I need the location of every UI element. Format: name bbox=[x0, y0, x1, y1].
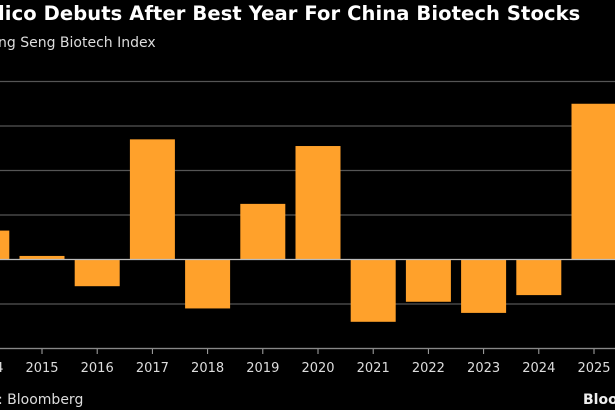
bar-2017 bbox=[129, 139, 175, 260]
bar-2024 bbox=[516, 259, 562, 296]
x-tick-label: 2014 bbox=[0, 361, 3, 376]
bar-2020 bbox=[295, 146, 341, 260]
x-tick-label: 2017 bbox=[136, 361, 169, 376]
bar-2016 bbox=[74, 259, 120, 287]
bar-2019 bbox=[240, 203, 286, 260]
x-tick-label: 2015 bbox=[25, 361, 58, 376]
x-tick-label: 2018 bbox=[191, 361, 224, 376]
x-tick-label: 2024 bbox=[522, 361, 555, 376]
bar-2022 bbox=[405, 259, 451, 302]
x-tick-label: 2020 bbox=[301, 361, 334, 376]
bar-2023 bbox=[461, 259, 507, 313]
chart-title: lico Debuts After Best Year For China Bi… bbox=[0, 2, 581, 25]
x-tick-label: 2023 bbox=[467, 361, 500, 376]
chart-subtitle: ng Seng Biotech Index bbox=[0, 35, 156, 51]
bloomberg-logo: Bloo bbox=[583, 392, 615, 408]
x-tick-label: 2022 bbox=[412, 361, 445, 376]
x-tick-label: 2016 bbox=[81, 361, 114, 376]
source-note: : Bloomberg bbox=[0, 392, 84, 408]
bar-2018 bbox=[185, 259, 231, 309]
x-tick-label: 2025 bbox=[577, 361, 610, 376]
x-tick-label: 2021 bbox=[357, 361, 390, 376]
x-tick-label: 2019 bbox=[246, 361, 279, 376]
bar-2025 bbox=[571, 103, 615, 260]
bar-2015 bbox=[19, 255, 65, 260]
bar-2014 bbox=[0, 230, 10, 260]
bar-2021 bbox=[350, 259, 396, 322]
